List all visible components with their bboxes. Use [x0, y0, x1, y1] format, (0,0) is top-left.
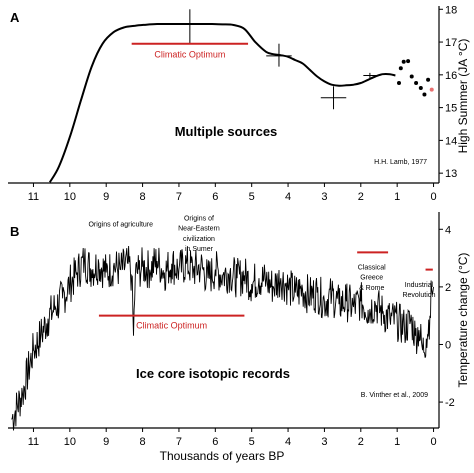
panel-b-x-tick-label: 10 [64, 436, 76, 448]
panel-a-x-tick-label: 5 [249, 191, 255, 203]
panel-a-y-tick-label: 13 [445, 168, 457, 180]
panel-b-x-tick-label: 5 [249, 436, 255, 448]
panel-a-series-line [48, 22, 396, 183]
panel-b-x-tick-label: 9 [103, 436, 109, 448]
panel-b-x-ticks: 11 10 9 8 7 6 5 4 3 2 1 0 [28, 428, 437, 448]
panel-b-x-tick-label: 2 [358, 436, 364, 448]
panel-b-annotation: Origins of agriculture [88, 221, 153, 228]
panel-a-x-tick-label: 7 [176, 191, 182, 203]
panel-b-y-ticks: -2 0 2 4 [439, 224, 455, 409]
panel-b-annotation: Near-Eastern [178, 226, 220, 233]
panel-a-data-point [429, 87, 434, 92]
panel-a-x-tick-label: 8 [140, 191, 146, 203]
panel-b-annotation: Classical [358, 265, 386, 272]
panel-a-x-tick-label: 0 [430, 191, 436, 203]
panel-a-x-tick-label: 1 [394, 191, 400, 203]
panel-b-y-tick-label: 4 [445, 224, 451, 236]
panel-a-data-point [406, 59, 411, 64]
panel-b-x-tick-label: 3 [321, 436, 327, 448]
panel-b-annotation: Revolution [402, 292, 435, 299]
panel-a-data-point [418, 85, 423, 90]
panel-b-x-tick-label: 0 [430, 436, 436, 448]
panel-a-data-point [396, 81, 401, 86]
panel-a-y-axis-title: High Summer (JA °C) [456, 39, 470, 154]
panel-a-y-tick-label: 17 [445, 37, 457, 49]
panel-b-x-axis-title: Thousands of years BP [160, 449, 285, 463]
panel-a-letter: A [10, 10, 20, 25]
panel-a-data-point [409, 74, 414, 79]
panel-a-y-tick-label: 18 [445, 4, 457, 16]
panel-a-optimum-label: Climatic Optimum [154, 50, 225, 60]
panel-a-x-tick-label: 4 [285, 191, 291, 203]
panel-b-x-tick-label: 11 [28, 436, 39, 448]
panel-a-y-ticks: 13 14 15 16 17 18 [439, 4, 457, 180]
panel-a-error-bar [363, 72, 377, 79]
panel-a-error-bar [266, 43, 292, 67]
panel-a-x-tick-label: 11 [28, 191, 39, 203]
panel-a-x-ticks: 11 10 9 8 7 6 5 4 3 2 1 0 [28, 183, 437, 203]
panel-b-annotation: Industrial [405, 282, 434, 289]
panel-a-data-point [426, 77, 431, 82]
panel-a-data-point [401, 59, 406, 64]
panel-b-x-tick-label: 8 [140, 436, 146, 448]
panel-a-x-tick-label: 3 [321, 191, 327, 203]
panel-a-plot: Climatic Optimum [48, 9, 434, 183]
panel-a-data-point [422, 92, 427, 97]
panel-a-x-tick-label: 6 [212, 191, 218, 203]
panel-b-annotation: civilization [183, 236, 215, 243]
panel-b-plot: Origins of agriculture Origins of Near-Eas… [11, 216, 436, 431]
panel-a-data-point [398, 66, 403, 71]
panel-b-y-tick-label: 2 [445, 282, 451, 294]
panel-b-x-tick-label: 6 [212, 436, 218, 448]
panel-a-error-bar [320, 86, 347, 110]
panel-a-y-tick-label: 15 [445, 103, 457, 115]
panel-a-error-bar [173, 9, 207, 44]
panel-b-x-tick-label: 7 [176, 436, 182, 448]
panel-b-letter: B [10, 224, 19, 239]
panel-a-credit: H.H. Lamb, 1977 [374, 159, 427, 166]
panel-a-center-text: Multiple sources [175, 124, 278, 139]
panel-b-annotation: in Sumer [185, 246, 214, 253]
panel-b-y-tick-label: -2 [445, 397, 455, 409]
panel-b-credit: B. Vinther et al., 2009 [361, 392, 428, 399]
panel-a-data-point [414, 81, 419, 86]
panel-a-x-tick-label: 2 [358, 191, 364, 203]
panel-b-y-tick-label: 0 [445, 339, 451, 351]
panel-b-x-tick-label: 4 [285, 436, 291, 448]
panel-b-x-tick-label: 1 [394, 436, 400, 448]
panel-b-y-axis-title: Temperature change (°C) [456, 253, 470, 388]
panel-a-y-tick-label: 14 [445, 135, 457, 147]
panel-b-annotation: Origins of [184, 216, 214, 223]
panel-b-annotation: Greece [360, 275, 383, 282]
panel-a-y-tick-label: 16 [445, 70, 457, 82]
panel-b-optimum-label: Climatic Optimum [136, 321, 207, 331]
panel-b-series-line [11, 245, 434, 431]
panel-b-annotation: & Rome [359, 285, 384, 292]
panel-a-x-tick-label: 10 [64, 191, 76, 203]
panel-b-center-text: Ice core isotopic records [136, 366, 290, 381]
panel-a-x-tick-label: 9 [103, 191, 109, 203]
